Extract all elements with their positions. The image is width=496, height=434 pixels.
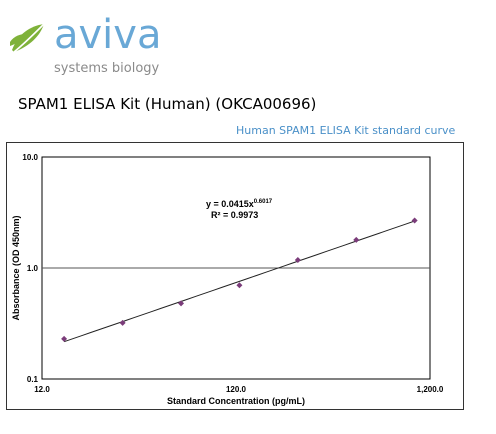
x-axis-label: Standard Concentration (pg/mL) xyxy=(167,396,305,406)
x-tick-label: 12.0 xyxy=(34,385,50,394)
y-tick-label: 1.0 xyxy=(27,264,39,273)
brand-wordmark: aviva xyxy=(54,12,162,58)
x-tick-label: 1,200.0 xyxy=(417,385,444,394)
r-squared-label: R² = 0.9973 xyxy=(211,210,258,220)
x-tick-labels: 12.0 120.0 1,200.0 xyxy=(34,385,444,394)
data-point xyxy=(411,217,418,224)
fit-line xyxy=(63,220,415,343)
y-axis-label: Absorbance (OD 450nm) xyxy=(11,215,21,320)
data-point xyxy=(236,282,243,289)
data-point xyxy=(61,335,68,342)
chart-caption: Human SPAM1 ELISA Kit standard curve xyxy=(236,124,456,137)
data-point xyxy=(119,319,126,326)
product-title: SPAM1 ELISA Kit (Human) (OKCA00696) xyxy=(18,95,317,113)
brand-logo: aviva systems biology xyxy=(8,12,178,84)
data-markers xyxy=(61,217,418,342)
fit-equation-base: y = 0.0415x xyxy=(206,199,254,209)
leaf-logo-icon xyxy=(10,23,45,53)
fit-equation-exponent: 0.6017 xyxy=(254,199,273,205)
x-tick-label: 120.0 xyxy=(226,385,247,394)
data-point xyxy=(178,300,185,307)
fit-equation: y = 0.0415x0.6017 xyxy=(206,199,273,209)
y-tick-label: 10.0 xyxy=(22,153,38,162)
data-point xyxy=(353,236,360,243)
y-tick-labels: 0.1 1.0 10.0 xyxy=(22,153,38,384)
y-tick-label: 0.1 xyxy=(27,375,39,384)
brand-tagline: systems biology xyxy=(54,61,160,76)
data-point xyxy=(294,257,301,264)
chart-frame xyxy=(6,142,464,410)
